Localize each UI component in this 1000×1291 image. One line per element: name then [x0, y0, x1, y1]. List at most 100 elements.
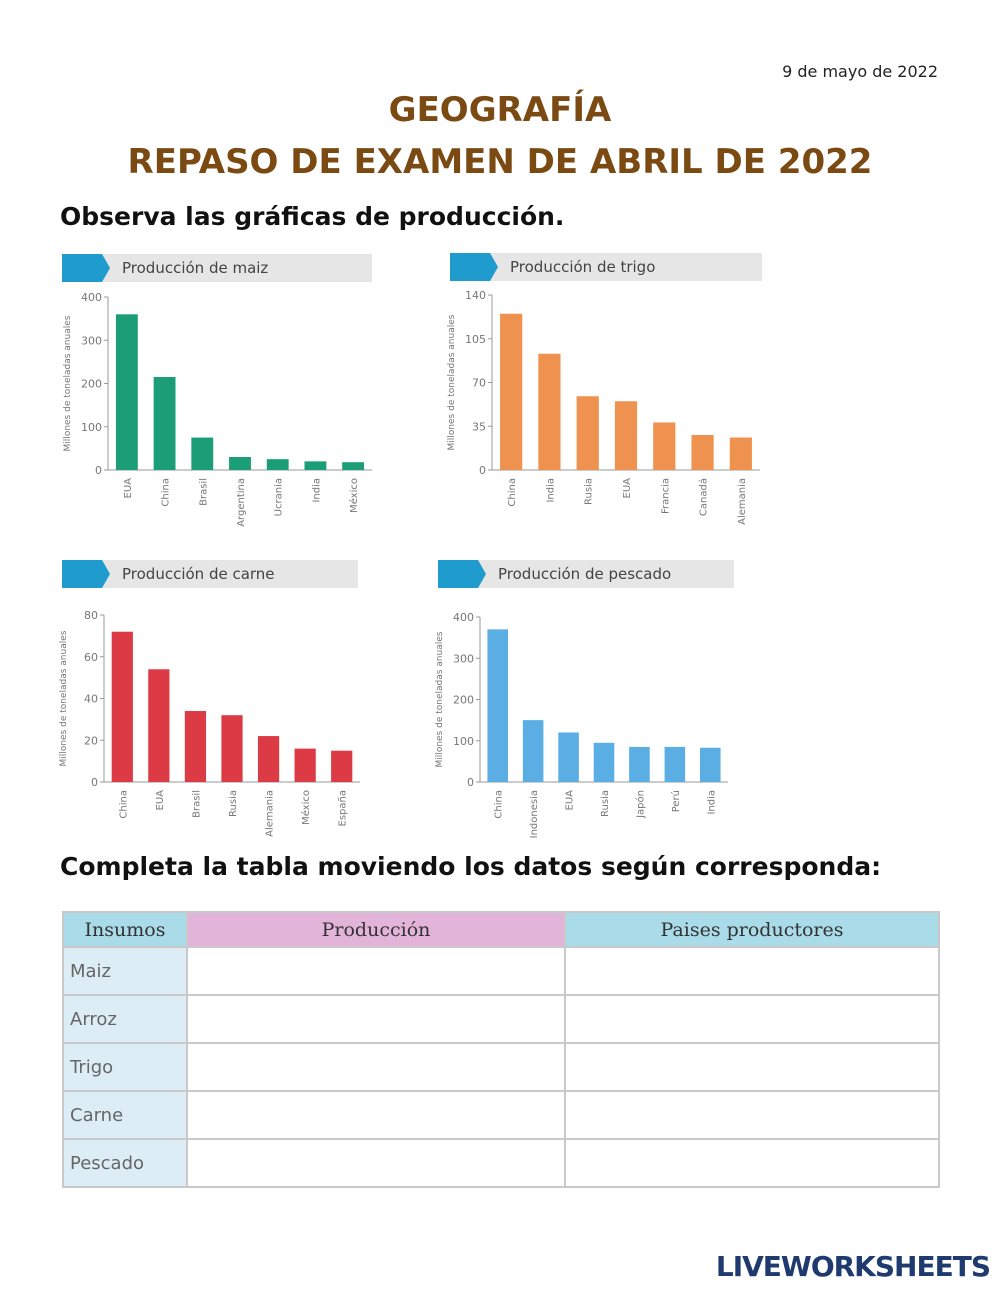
x-tick-label: EUA	[565, 790, 576, 811]
header-tab	[450, 253, 498, 281]
y-tick-label: 40	[84, 693, 98, 706]
y-tick-label: 400	[453, 611, 474, 624]
y-tick-label: 80	[84, 609, 98, 622]
answer-cell[interactable]	[564, 1090, 940, 1140]
x-tick-label: India	[545, 478, 556, 503]
y-tick-label: 200	[453, 694, 474, 707]
bar	[538, 353, 561, 470]
chart-title: Producción de pescado	[498, 565, 671, 583]
bar	[629, 746, 650, 782]
bar	[304, 461, 327, 470]
bar	[614, 401, 638, 470]
bar	[558, 732, 579, 782]
y-tick-label: 100	[81, 421, 102, 434]
answer-cell[interactable]	[186, 1042, 566, 1092]
y-tick-label: 105	[465, 333, 486, 346]
x-tick-label: México	[348, 478, 360, 513]
header-band	[102, 254, 372, 282]
x-tick-label: Indonesia	[529, 790, 540, 838]
x-tick-label: España	[338, 790, 349, 826]
y-tick-label: 70	[472, 377, 486, 390]
header-cell: Producción	[186, 911, 566, 948]
bar	[221, 715, 243, 782]
title: GEOGRAFÍA	[388, 90, 612, 130]
header-band	[102, 560, 358, 588]
answer-cell[interactable]	[186, 1138, 566, 1188]
row-label: Maiz	[62, 946, 188, 996]
header-tab	[62, 560, 110, 588]
x-tick-label: Francia	[660, 478, 671, 514]
table-row: Carne	[62, 1090, 940, 1140]
table-row: Maiz	[62, 946, 940, 996]
chart-title: Producción de carne	[122, 565, 275, 583]
bar	[342, 462, 365, 470]
x-tick-label: Perú	[670, 790, 682, 812]
answer-cell[interactable]	[564, 946, 940, 996]
bar	[653, 422, 676, 470]
bar	[691, 435, 714, 470]
header-band	[490, 253, 762, 281]
y-axis-label: Millones de toneladas anuales	[435, 631, 445, 767]
answer-cell[interactable]	[186, 1090, 566, 1140]
charts: Producción de maiz Millones de toneladas …	[59, 253, 762, 838]
x-tick-label: Rusia	[584, 478, 595, 505]
x-tick-label: China	[118, 790, 129, 819]
row-label: Arroz	[62, 994, 188, 1044]
x-tick-label: Japón	[634, 790, 646, 819]
x-tick-label: EUA	[123, 478, 134, 499]
chart-title: Producción de trigo	[510, 258, 655, 276]
y-tick-label: 0	[95, 464, 102, 477]
x-tick-label: China	[494, 790, 505, 819]
y-tick-label: 300	[453, 652, 474, 665]
x-tick-label: Ucrania	[274, 478, 285, 516]
bar	[500, 313, 523, 470]
header-tab	[438, 560, 486, 588]
y-tick-label: 0	[479, 464, 486, 477]
x-tick-label: Alemania	[265, 790, 276, 837]
bar	[331, 750, 353, 782]
header-band	[478, 560, 734, 588]
bar	[266, 459, 289, 470]
header-tab	[62, 254, 110, 282]
x-tick-label: Rusia	[228, 790, 239, 817]
x-tick-label: Brasil	[198, 478, 209, 506]
x-tick-label: Canadá	[698, 478, 710, 516]
y-tick-label: 200	[81, 378, 102, 391]
bar	[664, 746, 686, 782]
x-tick-label: México	[300, 790, 312, 825]
y-axis-label: Millones de toneladas anuales	[63, 315, 73, 451]
x-tick-label: India	[311, 478, 322, 503]
bar	[576, 396, 599, 470]
y-tick-label: 0	[91, 776, 98, 789]
x-tick-label: Argentina	[236, 478, 247, 527]
bar	[522, 720, 544, 782]
x-tick-label: Alemania	[737, 478, 748, 525]
answer-cell[interactable]	[186, 994, 566, 1044]
answer-cell[interactable]	[186, 946, 566, 996]
answer-cell[interactable]	[564, 994, 940, 1044]
x-tick-label: EUA	[622, 478, 633, 499]
y-axis-label: Millones de toneladas anuales	[447, 314, 457, 450]
bar	[115, 314, 138, 470]
answer-cell[interactable]	[564, 1042, 940, 1092]
date: 9 de mayo de 2022	[782, 62, 938, 81]
x-tick-label: Brasil	[191, 790, 202, 818]
y-tick-label: 35	[472, 420, 486, 433]
header-cell: Insumos	[62, 911, 188, 948]
answer-cell[interactable]	[564, 1138, 940, 1188]
bar	[184, 711, 207, 782]
row-label: Carne	[62, 1090, 188, 1140]
x-tick-label: Rusia	[600, 790, 611, 817]
row-label: Pescado	[62, 1138, 188, 1188]
bar	[229, 457, 251, 470]
bar	[700, 747, 721, 782]
y-tick-label: 400	[81, 291, 102, 304]
y-axis-label: Millones de toneladas anuales	[59, 630, 69, 766]
bar	[487, 629, 508, 782]
bar	[191, 437, 214, 470]
y-tick-label: 60	[84, 651, 98, 664]
footer-logo: LIVEWORKSHEETS	[715, 1250, 991, 1283]
bar	[729, 437, 752, 470]
bar	[294, 748, 316, 782]
